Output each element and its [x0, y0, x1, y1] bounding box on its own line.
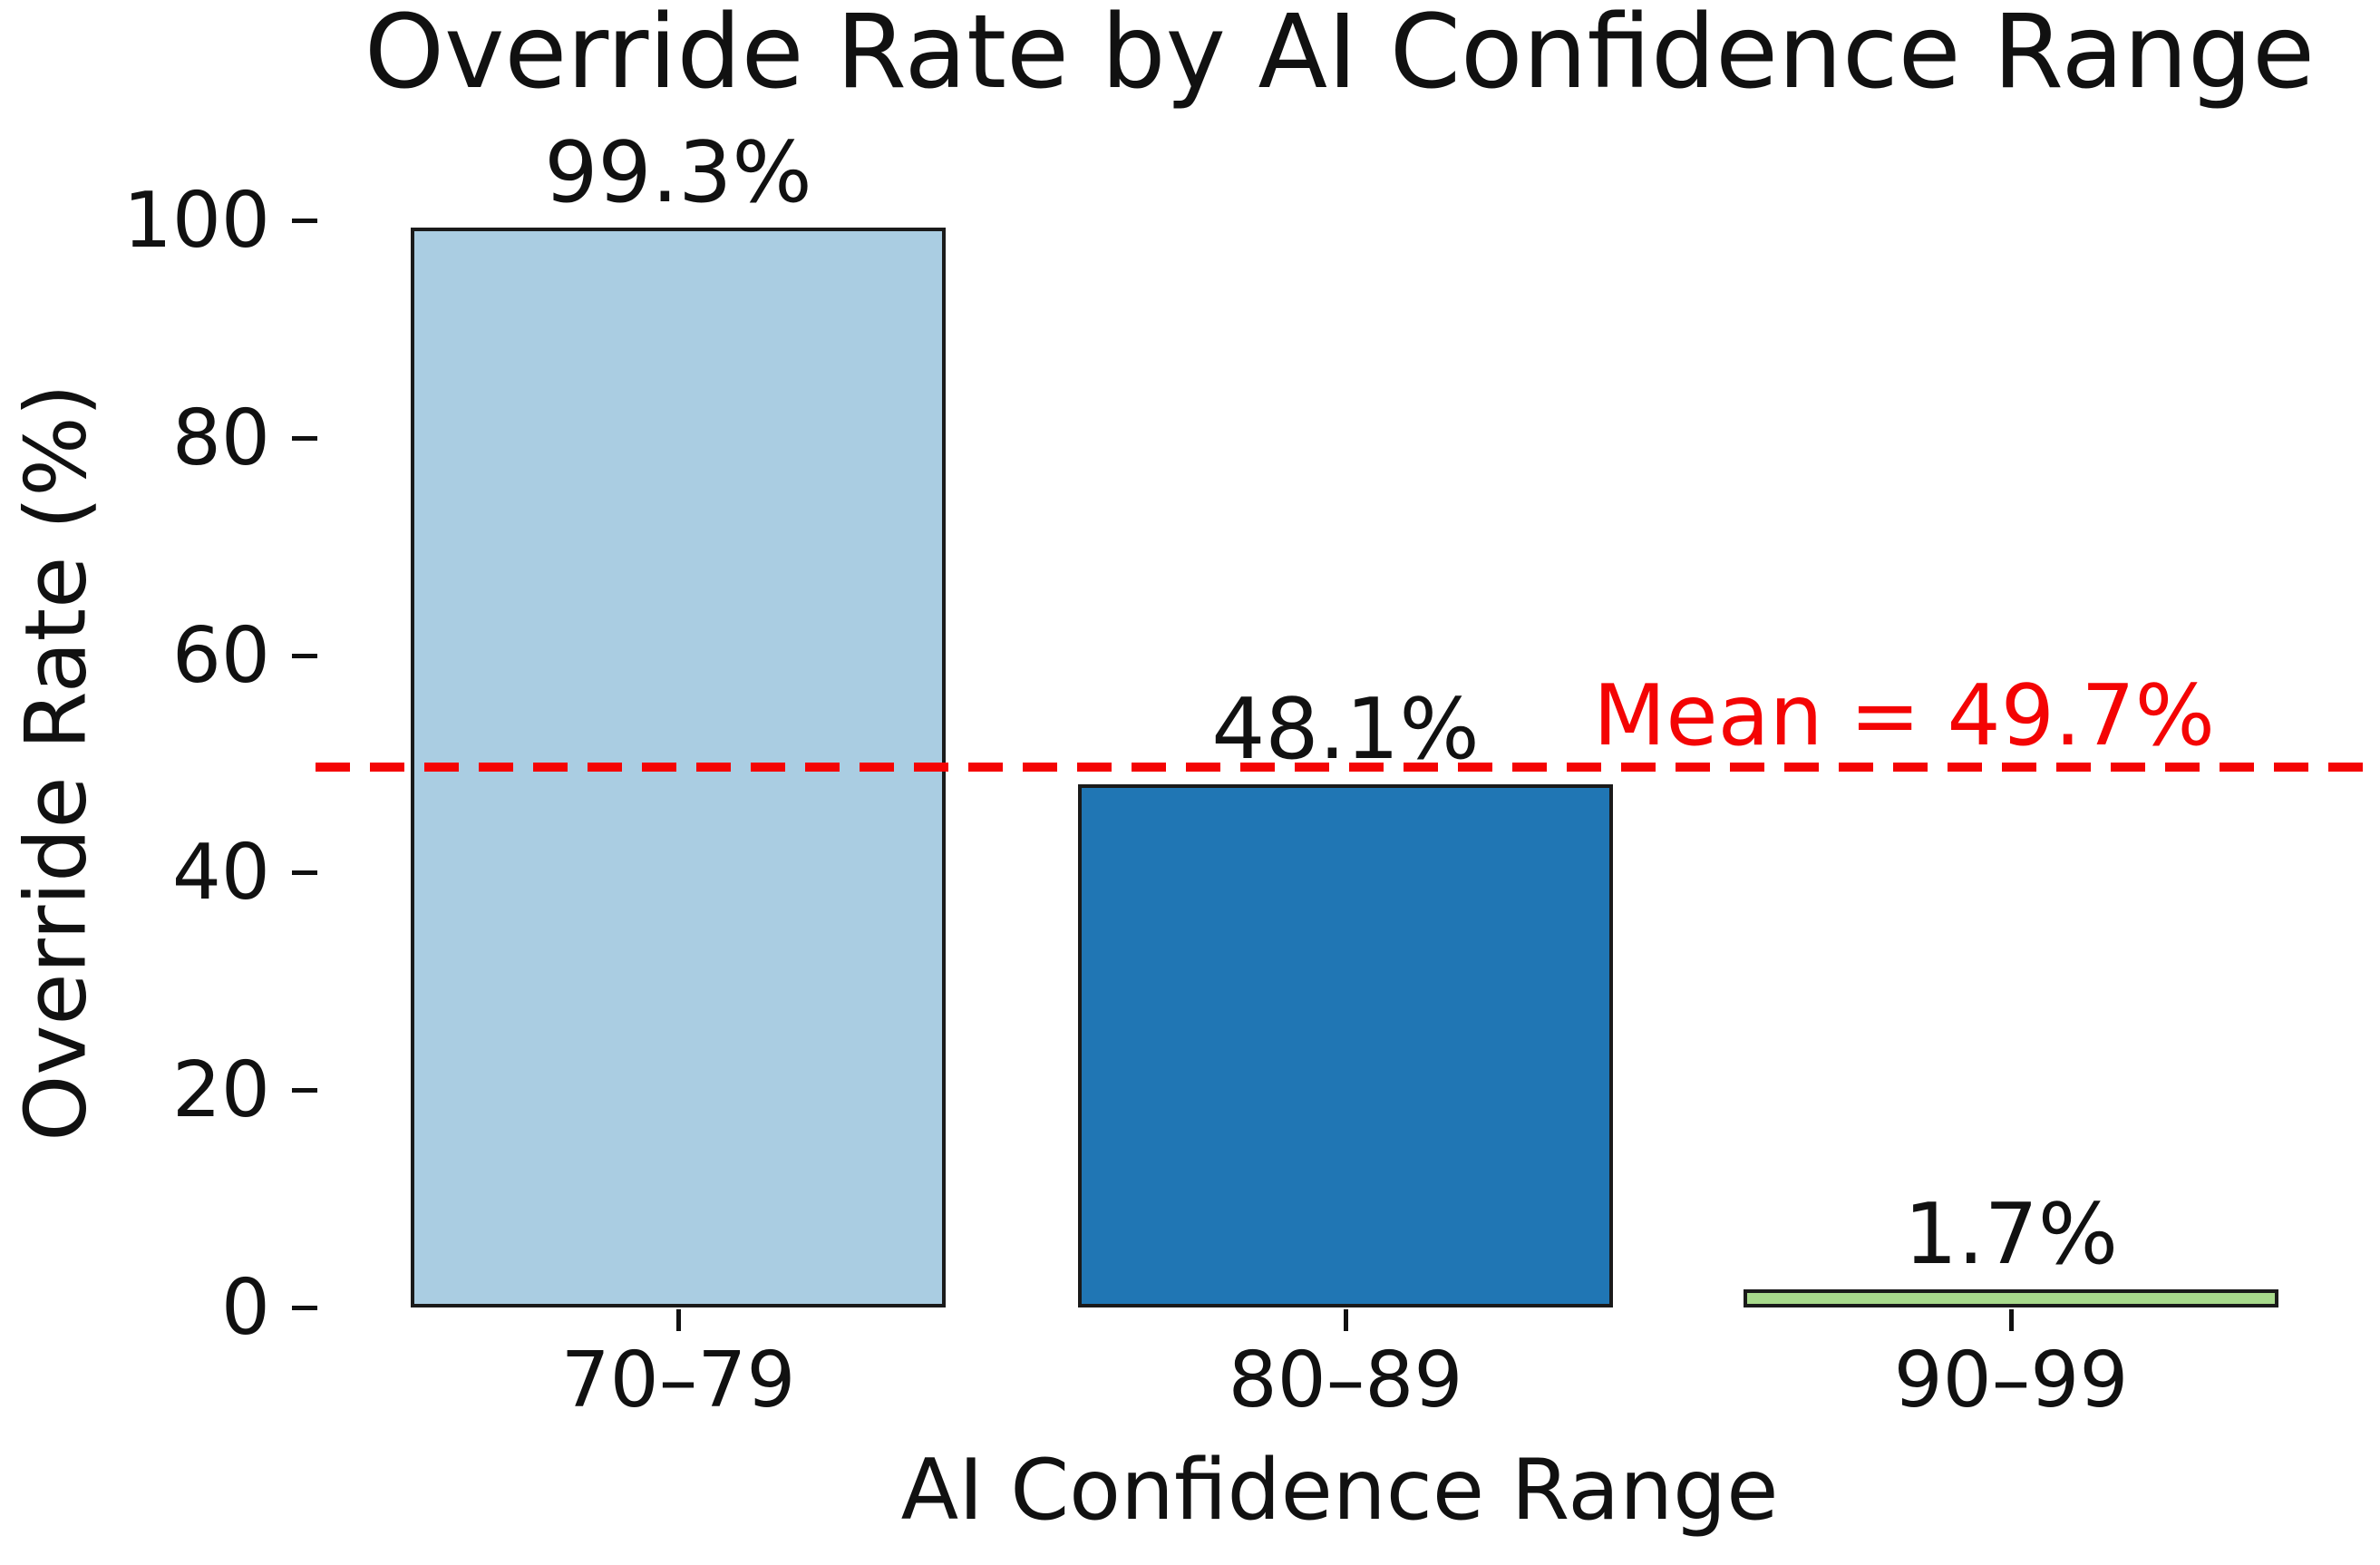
x-tick-label: 80–89: [1228, 1336, 1463, 1425]
y-tick-mark: [292, 435, 317, 441]
y-tick-mark: [292, 870, 317, 876]
y-tick-label: 60: [171, 610, 270, 701]
y-tick-label: 20: [171, 1045, 270, 1136]
y-tick-label: 100: [122, 176, 270, 266]
y-tick-label: 40: [171, 828, 270, 919]
plot-area: 99.3% 48.1% 1.7% Mean = 49.7%: [316, 131, 2364, 1307]
y-axis-label: Override Rate (%): [6, 384, 105, 1142]
mean-line: [316, 763, 2364, 772]
bar-value-label: 1.7%: [1903, 1185, 2119, 1283]
x-tick-mark: [2009, 1309, 2014, 1331]
x-tick-label: 90–99: [1893, 1336, 2129, 1425]
x-tick-mark: [1344, 1309, 1348, 1331]
chart-title: Override Rate by AI Confidence Range: [364, 0, 2316, 112]
y-tick-mark: [292, 1088, 317, 1094]
bar-90–99: [1744, 1289, 2278, 1307]
mean-line-label: Mean = 49.7%: [1593, 666, 2215, 764]
x-tick-mark: [676, 1309, 681, 1331]
x-tick-label: 70–79: [560, 1336, 796, 1425]
y-tick-label: 0: [220, 1263, 270, 1353]
y-tick-mark: [292, 219, 317, 223]
y-tick-label: 80: [171, 393, 270, 483]
bar-value-label: 99.3%: [544, 123, 812, 221]
bar-80–89: [1078, 784, 1613, 1307]
bar-value-label: 48.1%: [1211, 680, 1480, 778]
y-tick-mark: [292, 1306, 317, 1310]
y-tick-mark: [292, 653, 317, 658]
x-axis-label: AI Confidence Range: [900, 1441, 1779, 1539]
